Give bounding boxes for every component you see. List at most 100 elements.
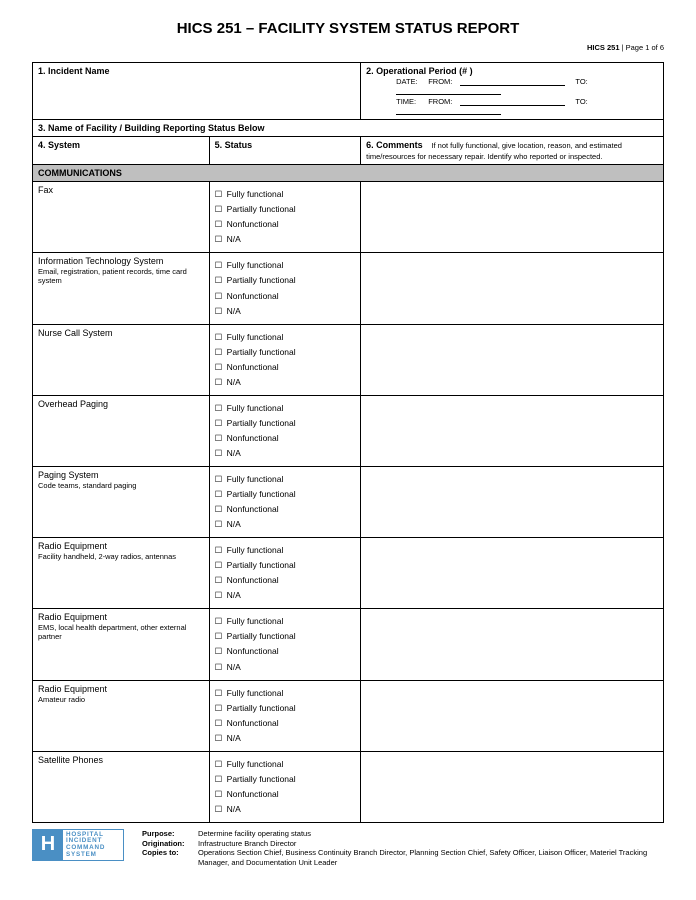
status-checkbox[interactable]: ☐ Nonfunctional — [215, 289, 355, 304]
system-cell: Radio EquipmentAmateur radio — [33, 680, 210, 751]
comments-cell[interactable] — [361, 324, 664, 395]
status-checkbox[interactable]: ☐ Fully functional — [215, 472, 355, 487]
status-option-label: Fully functional — [224, 688, 283, 698]
system-subtext: Email, registration, patient records, ti… — [38, 267, 204, 285]
status-checkbox[interactable]: ☐ Partially functional — [215, 558, 355, 573]
date-label: DATE: — [396, 77, 426, 86]
status-checkbox[interactable]: ☐ N/A — [215, 802, 355, 817]
status-checkbox[interactable]: ☐ Partially functional — [215, 772, 355, 787]
status-checkbox[interactable]: ☐ Partially functional — [215, 202, 355, 217]
status-option-label: Partially functional — [224, 275, 295, 285]
system-subtext: Code teams, standard paging — [38, 481, 204, 490]
status-cell: ☐ Fully functional☐ Partially functional… — [209, 538, 360, 609]
status-checkbox[interactable]: ☐ Nonfunctional — [215, 431, 355, 446]
status-option-label: Fully functional — [224, 189, 283, 199]
checkbox-icon: ☐ — [215, 306, 223, 317]
status-checkbox[interactable]: ☐ Fully functional — [215, 187, 355, 202]
status-checkbox[interactable]: ☐ Partially functional — [215, 416, 355, 431]
facility-name-cell[interactable]: 3. Name of Facility / Building Reporting… — [33, 120, 664, 137]
system-cell: Radio EquipmentFacility handheld, 2-way … — [33, 538, 210, 609]
checkbox-icon: ☐ — [215, 275, 223, 286]
status-option-label: Partially functional — [224, 774, 295, 784]
status-checkbox[interactable]: ☐ Fully functional — [215, 543, 355, 558]
status-checkbox[interactable]: ☐ N/A — [215, 517, 355, 532]
comments-cell[interactable] — [361, 253, 664, 324]
status-checkbox[interactable]: ☐ N/A — [215, 375, 355, 390]
operational-period-cell[interactable]: 2. Operational Period (# ) DATE: FROM: T… — [361, 63, 664, 120]
status-checkbox[interactable]: ☐ Partially functional — [215, 273, 355, 288]
checkbox-icon: ☐ — [215, 474, 223, 485]
checkbox-icon: ☐ — [215, 789, 223, 800]
status-cell: ☐ Fully functional☐ Partially functional… — [209, 395, 360, 466]
comments-cell[interactable] — [361, 395, 664, 466]
status-checkbox[interactable]: ☐ Partially functional — [215, 345, 355, 360]
system-subtext: Amateur radio — [38, 695, 204, 704]
comments-cell[interactable] — [361, 538, 664, 609]
system-name: Radio Equipment — [38, 541, 204, 551]
status-cell: ☐ Fully functional☐ Partially functional… — [209, 680, 360, 751]
logo-line-4: SYSTEM — [66, 852, 105, 859]
logo-text: HOSPITAL INCIDENT COMMAND SYSTEM — [63, 832, 105, 858]
time-to-field[interactable] — [396, 107, 501, 115]
comments-cell[interactable] — [361, 182, 664, 253]
status-checkbox[interactable]: ☐ Fully functional — [215, 258, 355, 273]
date-from-field[interactable] — [460, 78, 565, 86]
status-checkbox[interactable]: ☐ Partially functional — [215, 629, 355, 644]
status-checkbox[interactable]: ☐ N/A — [215, 304, 355, 319]
date-line[interactable]: DATE: FROM: TO: — [366, 76, 658, 96]
status-option-label: Fully functional — [224, 545, 283, 555]
copies-label: Copies to: — [142, 848, 198, 868]
status-checkbox[interactable]: ☐ Nonfunctional — [215, 360, 355, 375]
status-checkbox[interactable]: ☐ Fully functional — [215, 614, 355, 629]
time-label: TIME: — [396, 97, 426, 106]
comments-cell[interactable] — [361, 751, 664, 822]
date-to-field[interactable] — [396, 87, 501, 95]
status-checkbox[interactable]: ☐ Partially functional — [215, 701, 355, 716]
status-option-label: Nonfunctional — [224, 219, 278, 229]
status-option-label: Nonfunctional — [224, 291, 278, 301]
status-checkbox[interactable]: ☐ Nonfunctional — [215, 573, 355, 588]
status-option-label: N/A — [224, 804, 241, 814]
comments-header: 6. Comments If not fully functional, giv… — [361, 137, 664, 165]
system-subtext: Facility handheld, 2-way radios, antenna… — [38, 552, 204, 561]
status-checkbox[interactable]: ☐ Fully functional — [215, 330, 355, 345]
status-checkbox[interactable]: ☐ Nonfunctional — [215, 502, 355, 517]
table-row: Information Technology SystemEmail, regi… — [33, 253, 664, 324]
checkbox-icon: ☐ — [215, 804, 223, 815]
status-option-label: Nonfunctional — [224, 575, 278, 585]
status-checkbox[interactable]: ☐ Fully functional — [215, 401, 355, 416]
checkbox-icon: ☐ — [215, 519, 223, 530]
status-checkbox[interactable]: ☐ N/A — [215, 588, 355, 603]
comments-cell[interactable] — [361, 467, 664, 538]
checkbox-icon: ☐ — [215, 560, 223, 571]
operational-period-label: 2. Operational Period (# ) — [366, 66, 473, 76]
checkbox-icon: ☐ — [215, 631, 223, 642]
status-checkbox[interactable]: ☐ Nonfunctional — [215, 716, 355, 731]
time-line[interactable]: TIME: FROM: TO: — [366, 96, 658, 116]
status-option-label: Nonfunctional — [224, 789, 278, 799]
page-number: Page 1 of 6 — [626, 43, 664, 52]
status-cell: ☐ Fully functional☐ Partially functional… — [209, 751, 360, 822]
system-cell: Radio EquipmentEMS, local health departm… — [33, 609, 210, 680]
incident-name-cell[interactable]: 1. Incident Name — [33, 63, 361, 120]
checkbox-icon: ☐ — [215, 733, 223, 744]
table-row: Fax☐ Fully functional☐ Partially functio… — [33, 182, 664, 253]
status-checkbox[interactable]: ☐ N/A — [215, 731, 355, 746]
status-cell: ☐ Fully functional☐ Partially functional… — [209, 609, 360, 680]
status-checkbox[interactable]: ☐ N/A — [215, 660, 355, 675]
comments-cell[interactable] — [361, 609, 664, 680]
status-header: 5. Status — [209, 137, 360, 165]
status-checkbox[interactable]: ☐ Partially functional — [215, 487, 355, 502]
status-option-label: Partially functional — [224, 560, 295, 570]
table-row: Overhead Paging☐ Fully functional☐ Parti… — [33, 395, 664, 466]
status-checkbox[interactable]: ☐ N/A — [215, 446, 355, 461]
comments-cell[interactable] — [361, 680, 664, 751]
status-checkbox[interactable]: ☐ Nonfunctional — [215, 644, 355, 659]
time-from-field[interactable] — [460, 98, 565, 106]
system-name: Nurse Call System — [38, 328, 204, 338]
status-checkbox[interactable]: ☐ N/A — [215, 232, 355, 247]
status-checkbox[interactable]: ☐ Nonfunctional — [215, 217, 355, 232]
status-checkbox[interactable]: ☐ Fully functional — [215, 686, 355, 701]
status-checkbox[interactable]: ☐ Nonfunctional — [215, 787, 355, 802]
status-checkbox[interactable]: ☐ Fully functional — [215, 757, 355, 772]
